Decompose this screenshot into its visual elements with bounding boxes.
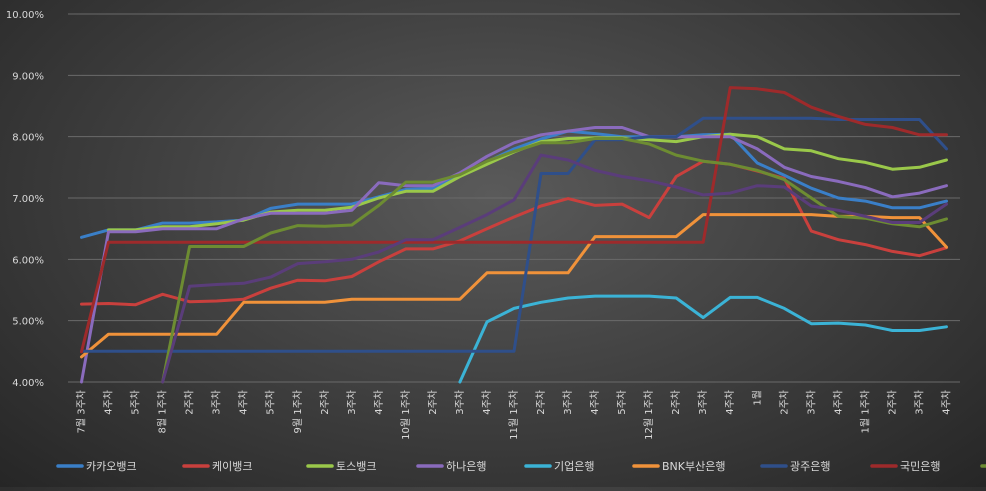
y-tick-label: 7.00%: [12, 194, 44, 205]
y-tick-label: 5.00%: [12, 317, 44, 328]
series-line: [161, 137, 948, 384]
x-tick-label: 3주차: [913, 390, 925, 415]
x-tick-label: 10월 1주차: [400, 390, 412, 440]
x-tick-label: 4주차: [373, 390, 385, 415]
x-tick-label: 5주차: [265, 390, 277, 415]
series-line: [80, 116, 948, 353]
x-tick-label: 4주차: [724, 390, 736, 415]
series-line: [161, 153, 948, 384]
series-line: [80, 129, 948, 239]
x-tick-label: 4주차: [481, 390, 493, 415]
legend: 카카오뱅크케이뱅크토스뱅크하나은행기업은행BNK부산은행광주은행국민은행신한은행…: [56, 459, 986, 473]
x-tick-label: 2주차: [778, 390, 790, 415]
legend-label: 국민은행: [900, 460, 940, 473]
x-tick-label: 9월 1주차: [292, 390, 304, 434]
series-line: [80, 86, 948, 354]
x-tick-label: 3주차: [562, 390, 574, 415]
y-tick-label: 10.00%: [6, 10, 44, 21]
x-tick-label: 3주차: [805, 390, 817, 415]
x-tick-label: 1월 1주차: [859, 390, 871, 434]
x-tick-label: 5주차: [616, 390, 628, 415]
legend-label: 케이뱅크: [212, 460, 252, 473]
x-tick-label: 4주차: [238, 390, 250, 415]
series-layer: [80, 86, 948, 384]
series-line: [80, 126, 948, 384]
y-axis: 4.00% 5.00% 6.00% 7.00% 8.00% 9.00% 10.00%: [6, 10, 44, 389]
grid-layer: [68, 13, 960, 383]
x-tick-label: 4주차: [832, 390, 844, 415]
x-tick-label: 3주차: [697, 390, 709, 415]
x-tick-label: 2주차: [886, 390, 898, 415]
x-tick-label: 8월 1주차: [157, 390, 169, 434]
y-tick-label: 9.00%: [12, 71, 44, 82]
legend-label: 기업은행: [554, 460, 594, 473]
x-tick-label: 3주차: [211, 390, 223, 415]
x-tick-label: 2주차: [319, 390, 331, 415]
x-tick-label: 1월: [751, 390, 763, 406]
legend-label: BNK부산은행: [662, 460, 725, 473]
x-tick-label: 2주차: [184, 390, 196, 415]
y-tick-label: 8.00%: [12, 133, 44, 144]
legend-label: 토스뱅크: [336, 460, 376, 473]
x-tick-label: 5주차: [130, 390, 142, 415]
x-tick-label: 4주차: [940, 390, 952, 415]
x-tick-label: 3주차: [346, 390, 358, 415]
series-line: [80, 159, 948, 307]
x-tick-label: 11월 1주차: [508, 390, 520, 440]
x-tick-label: 4주차: [103, 390, 115, 415]
legend-label: 광주은행: [790, 460, 830, 473]
y-tick-label: 6.00%: [12, 255, 44, 266]
series-line: [80, 213, 948, 359]
x-tick-label: 2주차: [427, 390, 439, 415]
x-tick-label: 3주차: [454, 390, 466, 415]
legend-label: 카카오뱅크: [86, 460, 137, 473]
x-tick-label: 4주차: [589, 390, 601, 415]
x-tick-label: 7월 3주차: [76, 390, 88, 434]
x-axis: 7월 3주차 4주차 5주차 8월 1주차 2주차 3주차 4주차 5주차 9월 1주차 2주차 3…: [76, 390, 953, 440]
y-tick-label: 4.00%: [12, 378, 44, 389]
x-tick-label: 2주차: [535, 390, 547, 415]
x-tick-label: 2주차: [670, 390, 682, 415]
legend-label: 하나은행: [446, 459, 486, 473]
x-tick-label: 12월 1주차: [643, 390, 655, 440]
series-line: [458, 294, 948, 384]
